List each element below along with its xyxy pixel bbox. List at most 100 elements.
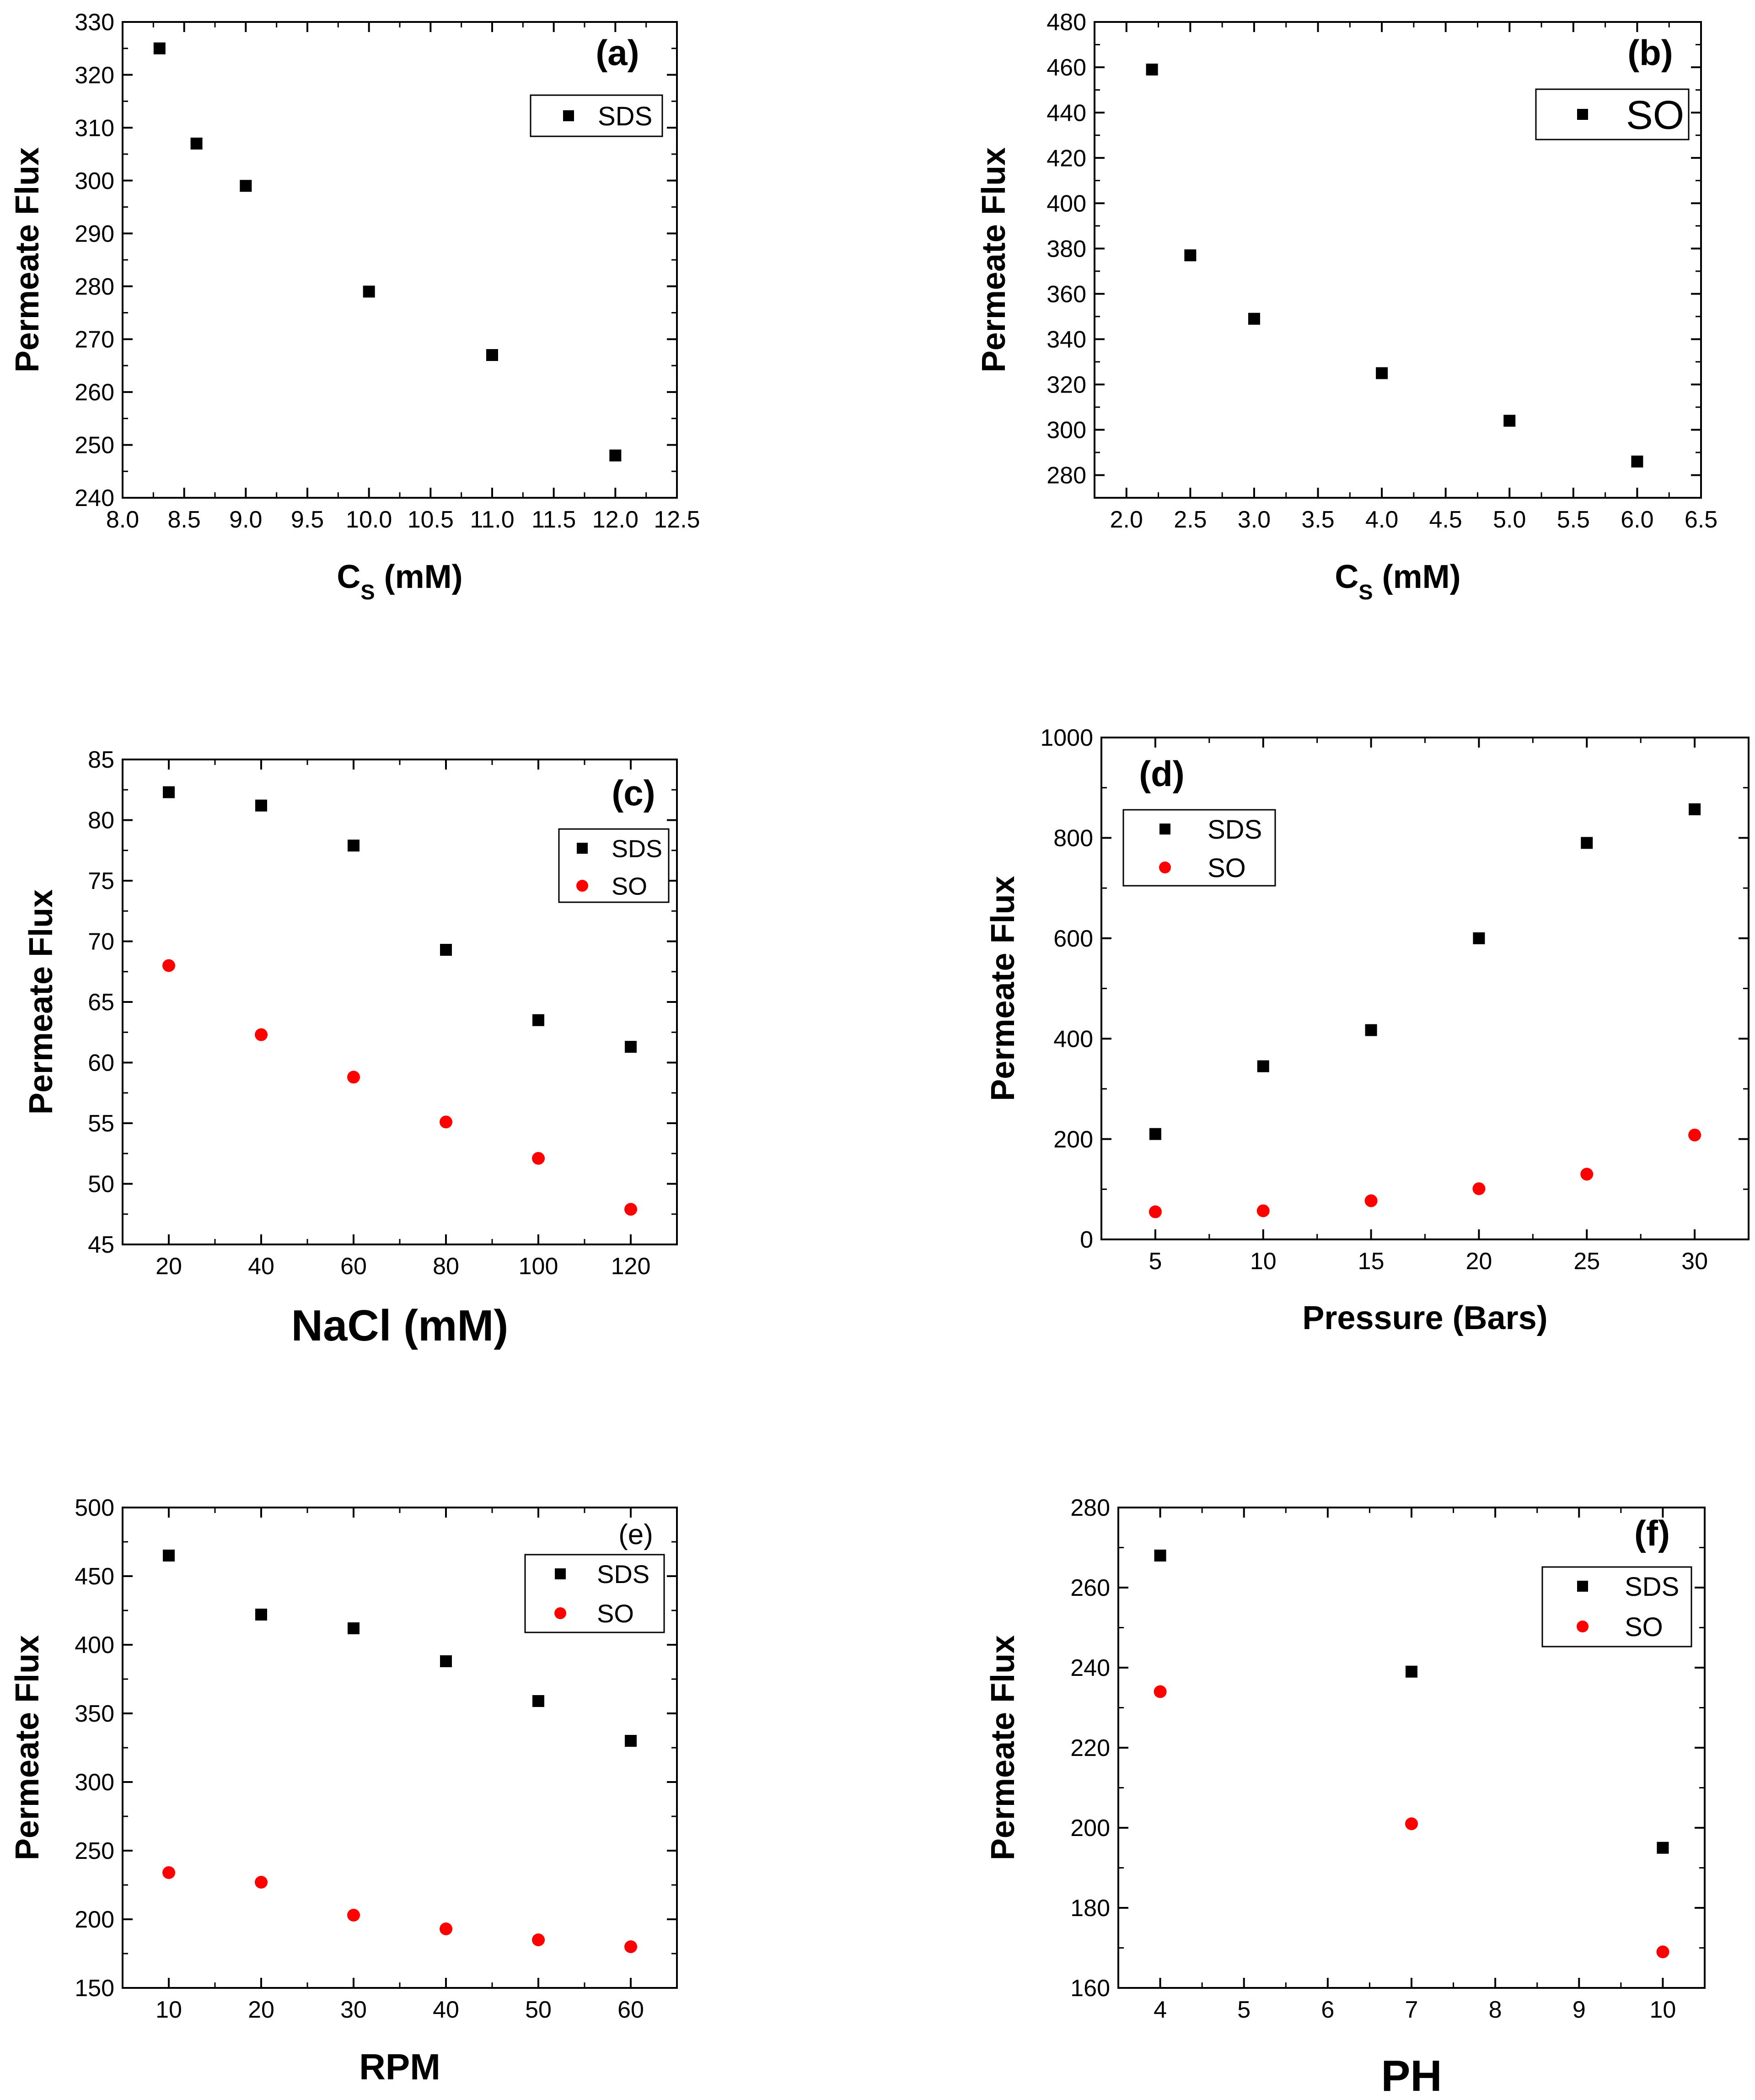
y-tick-label: 200 xyxy=(1053,1126,1093,1153)
x-tick-label: 80 xyxy=(433,1253,459,1280)
x-tick-label: 10 xyxy=(1250,1248,1277,1275)
legend-marker xyxy=(1577,1621,1589,1632)
x-tick-label: 6.5 xyxy=(1685,506,1717,533)
legend-label: SDS xyxy=(1208,815,1262,845)
data-point xyxy=(1405,1817,1418,1831)
y-tick-label: 60 xyxy=(88,1050,114,1077)
y-tick-label: 600 xyxy=(1053,926,1093,952)
y-tick-label: 320 xyxy=(75,62,114,89)
y-axis-label: Permeate Flux xyxy=(9,1635,46,1860)
x-tick-label: 11.5 xyxy=(531,506,576,533)
data-point xyxy=(532,1014,544,1026)
legend-box xyxy=(530,94,663,137)
y-tick-label: 320 xyxy=(1047,372,1086,398)
x-tick-label: 120 xyxy=(611,1253,651,1280)
x-tick-label: 6 xyxy=(1321,1997,1334,2023)
x-axis-label: Pressure (Bars) xyxy=(1302,1300,1547,1336)
x-tick-label: 4.0 xyxy=(1365,506,1398,533)
x-axis-label: PH xyxy=(1381,2052,1442,2100)
legend-label: SO xyxy=(597,1599,634,1628)
data-point xyxy=(1149,1205,1162,1218)
legend-label: SDS xyxy=(1625,1572,1679,1602)
x-tick-label: 8.5 xyxy=(168,506,201,533)
x-tick-label: 30 xyxy=(340,1997,367,2023)
x-tick-label: 40 xyxy=(248,1253,274,1280)
x-tick-label: 2.5 xyxy=(1174,506,1207,533)
data-point xyxy=(1256,1204,1270,1217)
data-point xyxy=(1473,932,1485,944)
x-tick-label: 10 xyxy=(1650,1997,1676,2023)
data-point xyxy=(255,799,267,812)
legend-box xyxy=(524,1554,665,1633)
data-point xyxy=(624,1940,637,1953)
y-tick-label: 280 xyxy=(75,274,114,300)
legend-box xyxy=(1535,88,1690,140)
y-tick-label: 280 xyxy=(1070,1495,1110,1521)
data-point xyxy=(1580,1168,1594,1181)
data-point xyxy=(1149,1128,1161,1140)
y-tick-label: 400 xyxy=(1047,190,1086,217)
y-tick-label: 280 xyxy=(1047,463,1086,489)
chart-panel-b: 280 300 320 340 360 380 400 420 440 460 480 2.0 2.5 3… xyxy=(976,9,1717,604)
y-axis-label: Permeate Flux xyxy=(985,1635,1021,1860)
x-tick-label: 50 xyxy=(525,1997,552,2023)
x-axis-label: CS (mM) xyxy=(337,559,462,604)
legend-label: SO xyxy=(1208,853,1246,883)
x-axis-label: CS (mM) xyxy=(1335,559,1460,604)
x-tick-label: 8.0 xyxy=(106,506,139,533)
data-point xyxy=(255,1609,267,1621)
series-so xyxy=(1146,64,1643,468)
y-tick-label: 460 xyxy=(1047,54,1086,81)
chart-panel-d: 0 200 400 600 800 1000 5 10 15 20 25 30 Permeate Flu… xyxy=(985,725,1750,1336)
data-point xyxy=(532,1152,545,1165)
series-sds xyxy=(1149,803,1701,1140)
legend: SDS SO xyxy=(524,1554,665,1633)
data-point xyxy=(162,1866,175,1879)
data-point xyxy=(348,840,360,852)
y-tick-label: 360 xyxy=(1047,281,1086,307)
x-tick-label: 12.5 xyxy=(654,506,700,533)
chart-panel-a: 240 250 260 270 280 290 300 310 320 330 8.0 8.5 9.0 9… xyxy=(9,9,700,604)
data-point xyxy=(625,1735,637,1747)
y-tick-label: 350 xyxy=(75,1701,114,1727)
data-point xyxy=(1689,803,1701,815)
y-tick-label: 420 xyxy=(1047,145,1086,172)
legend-box xyxy=(1122,809,1276,887)
data-point xyxy=(1656,1945,1669,1959)
data-point xyxy=(255,1876,268,1889)
panel-label: (d) xyxy=(1139,754,1185,794)
y-tick-label: 0 xyxy=(1080,1227,1093,1253)
legend-box xyxy=(558,828,670,903)
x-tick-label: 30 xyxy=(1681,1248,1708,1275)
x-tick-label: 60 xyxy=(617,1997,644,2023)
y-tick-label: 290 xyxy=(75,221,114,247)
data-point xyxy=(348,1622,360,1634)
data-point xyxy=(1472,1182,1486,1195)
panel-label: (b) xyxy=(1627,32,1673,73)
data-point xyxy=(1248,312,1260,325)
x-tick-label: 9.0 xyxy=(229,506,262,533)
x-tick-label: 20 xyxy=(156,1253,182,1280)
y-tick-label: 150 xyxy=(75,1975,114,2002)
y-tick-label: 300 xyxy=(75,1769,114,1796)
legend-marker xyxy=(1159,824,1170,835)
y-tick-label: 500 xyxy=(75,1495,114,1521)
y-tick-label: 65 xyxy=(88,989,114,1016)
x-axis-label: NaCl (mM) xyxy=(291,1301,509,1350)
x-axis-label: RPM xyxy=(359,2046,440,2087)
series-so xyxy=(1154,1685,1669,1959)
plot-frame xyxy=(122,21,678,499)
data-point xyxy=(1154,1550,1166,1562)
legend-box xyxy=(1541,1566,1692,1648)
legend-marker xyxy=(1577,109,1588,120)
data-point xyxy=(153,42,166,54)
data-point xyxy=(1154,1685,1167,1698)
y-tick-label: 220 xyxy=(1070,1735,1110,1761)
data-point xyxy=(1364,1194,1378,1207)
y-tick-label: 800 xyxy=(1053,825,1093,852)
data-point xyxy=(1688,1128,1701,1142)
series-so xyxy=(162,1866,637,1953)
y-tick-label: 240 xyxy=(75,485,114,512)
x-tick-label: 7 xyxy=(1405,1997,1418,2023)
